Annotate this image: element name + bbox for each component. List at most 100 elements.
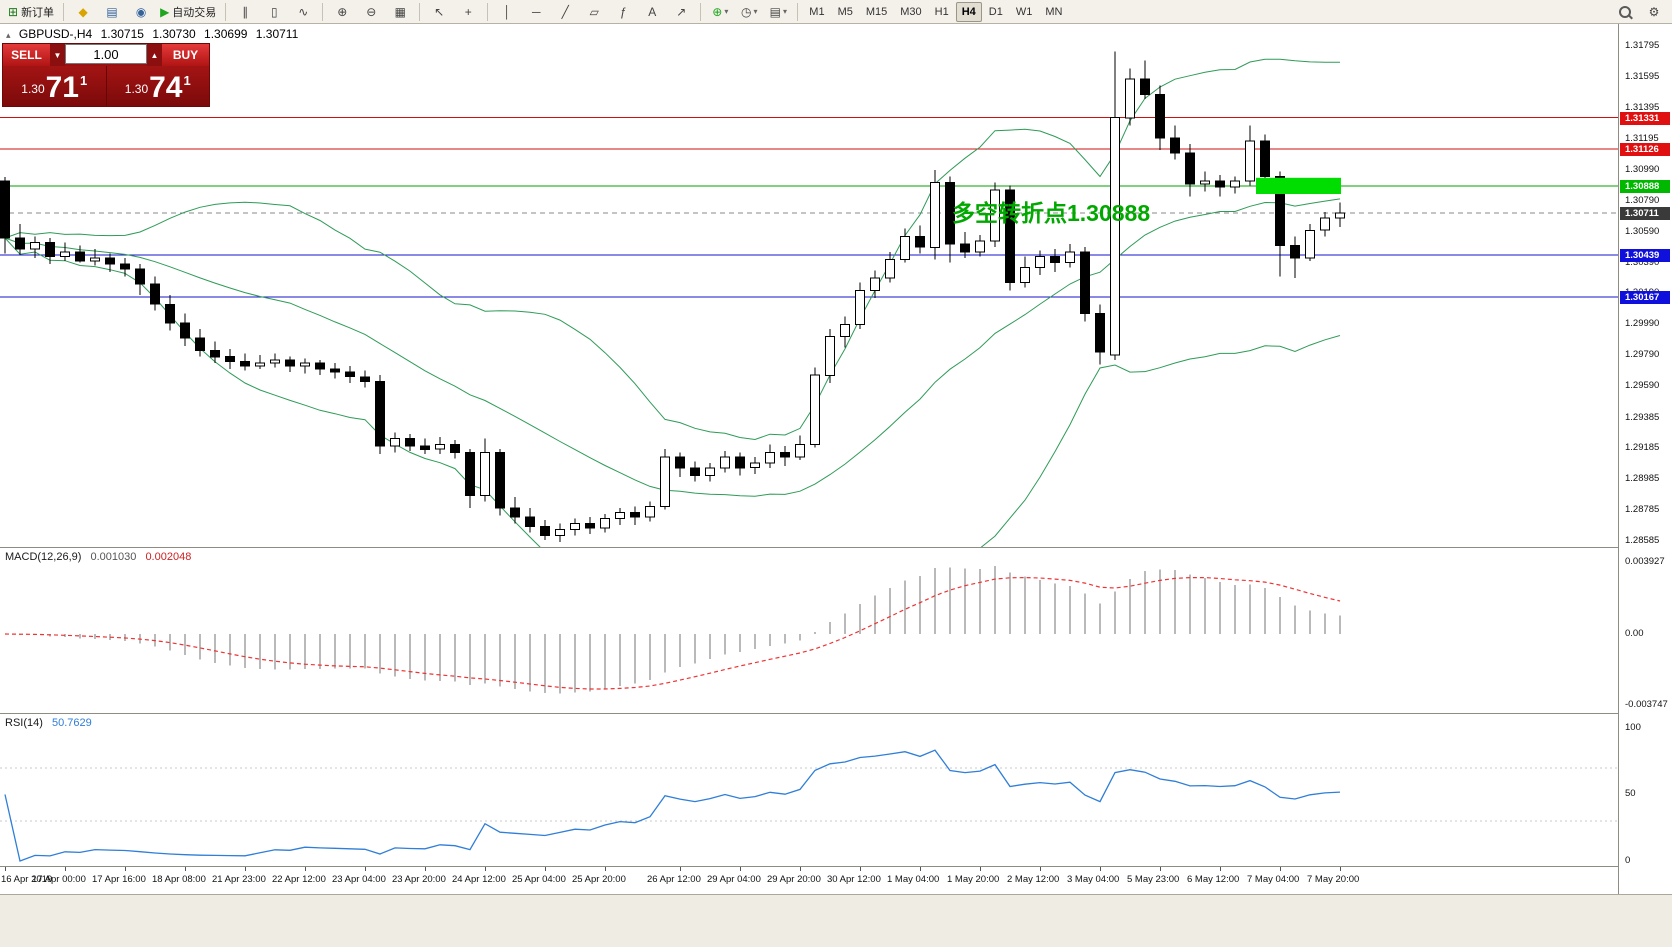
time-tick xyxy=(605,867,606,871)
zoom-out-button[interactable]: ⊖ xyxy=(357,1,385,23)
search-button[interactable] xyxy=(1611,1,1639,23)
timeframe-m5[interactable]: M5 xyxy=(837,5,853,18)
macd-label: MACD(12,26,9) 0.001030 0.002048 xyxy=(5,551,192,563)
candlestick-chart-button[interactable]: ▯ xyxy=(260,1,288,23)
candle xyxy=(540,525,550,537)
panel-separator[interactable] xyxy=(0,713,1672,714)
candle xyxy=(120,263,130,270)
timeframe-w1[interactable]: W1 xyxy=(1015,5,1033,18)
autotrading-button-label: 自动交易 xyxy=(172,6,217,19)
candle xyxy=(750,462,760,469)
candle xyxy=(915,235,925,248)
trendline-button[interactable]: ╱ xyxy=(551,1,579,23)
periods-button[interactable]: ◷ ▾ xyxy=(735,1,763,23)
volume-decrement-button[interactable]: ▼ xyxy=(50,44,65,66)
timeframe-m15[interactable]: M15 xyxy=(865,5,888,18)
buy-button[interactable]: BUY xyxy=(162,44,209,66)
settings-button[interactable]: ⚙ xyxy=(1640,1,1668,23)
main-chart[interactable] xyxy=(0,24,1618,547)
volume-input[interactable] xyxy=(65,44,147,64)
fibonacci-button[interactable]: ƒ xyxy=(609,1,637,23)
price-scale[interactable]: 1.31795 1.31595 1.31395 1.31195 1.30990 1.307… xyxy=(1618,24,1672,894)
candle xyxy=(405,438,415,447)
horizontal-line-button[interactable]: ─ xyxy=(522,1,550,23)
bollinger-lower xyxy=(4,237,1341,547)
market-watch-button[interactable]: ◉ xyxy=(127,1,155,23)
price-tick-label: 1.28585 xyxy=(1625,535,1660,546)
volume-increment-button[interactable]: ▲ xyxy=(147,44,162,66)
timeframe-d1[interactable]: D1 xyxy=(988,5,1003,18)
collapse-arrow-icon[interactable]: ▴ xyxy=(6,30,11,40)
panel-separator[interactable] xyxy=(0,547,1672,548)
candle xyxy=(930,182,940,248)
arrow-tool-button[interactable]: ↗ xyxy=(667,1,695,23)
charts-list-button[interactable]: ▤ xyxy=(98,1,126,23)
candle xyxy=(360,376,370,382)
bar-chart-icon: ∥ xyxy=(242,4,249,19)
time-tick xyxy=(545,867,546,871)
candle xyxy=(555,528,565,537)
rsi-scale-label: 100 xyxy=(1625,722,1641,733)
rsi-label: RSI(14) 50.7629 xyxy=(5,717,92,729)
panel-separator[interactable] xyxy=(0,866,1672,867)
bollinger-middle xyxy=(4,198,1341,497)
candle xyxy=(990,189,1000,242)
bid-price-line-badge: 1.30711 xyxy=(1620,207,1670,220)
price-tick-label: 1.30390 xyxy=(1625,257,1660,268)
horizontal-line-icon: ─ xyxy=(532,4,541,19)
line-chart-button[interactable]: ∿ xyxy=(289,1,317,23)
new-order-button[interactable]: ⊞ 新订单 xyxy=(4,1,58,23)
price-tick-label: 1.31195 xyxy=(1625,133,1659,144)
rsi-panel xyxy=(0,749,1618,862)
time-axis[interactable]: 16 Apr 2019 17 Apr 00:00 17 Apr 16:00 18 Ap… xyxy=(0,867,1672,894)
macd-panel xyxy=(4,566,1341,694)
time-tick-label: 1 May 20:00 xyxy=(947,874,1000,885)
toolbar-separator xyxy=(700,2,702,21)
time-tick-label: 25 Apr 04:00 xyxy=(512,874,566,885)
sell-button[interactable]: SELL xyxy=(3,44,50,66)
timeframe-mn[interactable]: MN xyxy=(1045,5,1063,18)
time-tick-label: 7 May 04:00 xyxy=(1247,874,1300,885)
vertical-line-button[interactable]: │ xyxy=(493,1,521,23)
vertical-line-icon: │ xyxy=(503,4,512,19)
time-tick-label: 22 Apr 12:00 xyxy=(272,874,326,885)
tile-windows-button[interactable]: ▦ xyxy=(386,1,414,23)
text-tool-button[interactable]: A xyxy=(638,1,666,23)
timeframe-h4[interactable]: H4 xyxy=(955,1,982,22)
candle xyxy=(630,512,640,518)
timeframe-m30[interactable]: M30 xyxy=(900,5,922,18)
time-tick xyxy=(245,867,246,871)
pivot-annotation[interactable]: 多空转折点1.30888 xyxy=(952,200,1151,226)
candle xyxy=(195,337,205,352)
highlight-rectangle[interactable] xyxy=(1256,177,1341,194)
bar-chart-button[interactable]: ∥ xyxy=(231,1,259,23)
candle xyxy=(0,180,10,239)
channel-button[interactable]: ▱ xyxy=(580,1,608,23)
mql5-button[interactable]: ◆ xyxy=(69,1,97,23)
time-tick-label: 30 Apr 12:00 xyxy=(827,874,881,885)
time-tick xyxy=(1160,867,1161,871)
buy-price-display[interactable]: 1.30 74 1 xyxy=(107,66,210,106)
sell-price-display[interactable]: 1.30 71 1 xyxy=(3,66,106,106)
cursor-button[interactable]: ↖ xyxy=(425,1,453,23)
toolbar-separator xyxy=(487,2,489,21)
crosshair-button[interactable]: + xyxy=(454,1,482,23)
candle xyxy=(1200,180,1210,185)
candle xyxy=(510,507,520,518)
zoom-in-icon: ⊕ xyxy=(337,4,348,19)
autotrading-button[interactable]: ▶ 自动交易 xyxy=(156,1,220,23)
time-tick xyxy=(980,867,981,871)
time-tick-label: 5 May 23:00 xyxy=(1127,874,1180,885)
templates-button[interactable]: ▤ ▾ xyxy=(764,1,792,23)
indicators-button[interactable]: ⊕ ▾ xyxy=(706,1,734,23)
high-value: 1.30730 xyxy=(152,27,196,41)
candle xyxy=(615,512,625,520)
candle xyxy=(255,362,265,367)
timeframe-m1[interactable]: M1 xyxy=(809,5,825,18)
line-chart-icon: ∿ xyxy=(298,4,309,19)
zoom-in-button[interactable]: ⊕ xyxy=(328,1,356,23)
new-order-button-label: 新订单 xyxy=(21,6,55,19)
timeframe-h1[interactable]: H1 xyxy=(934,5,949,18)
candle xyxy=(1290,245,1300,259)
buy-price-sup: 1 xyxy=(183,73,191,88)
